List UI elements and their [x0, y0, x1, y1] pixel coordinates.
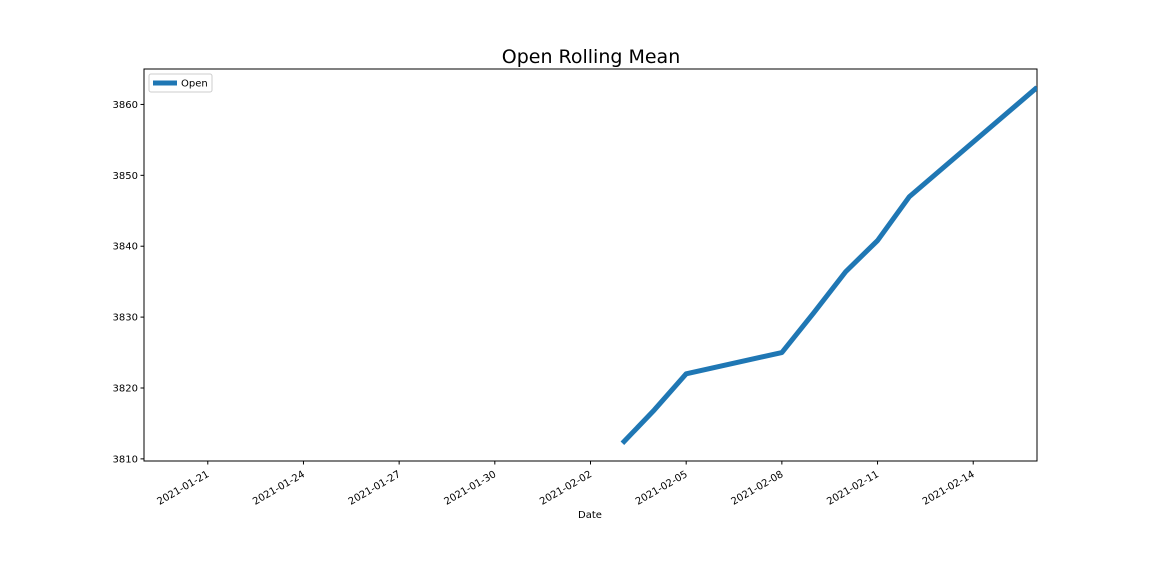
plot-area [143, 68, 1038, 462]
x-axis: 2021-01-21 2021-01-24 2021-01-27 2021-01-30… [155, 461, 977, 508]
x-tick-label: 2021-01-21 [155, 469, 211, 508]
x-axis-title: Date [578, 510, 602, 521]
y-tick-label: 3830 [113, 313, 138, 324]
x-tick-label: 2021-02-02 [538, 469, 594, 508]
y-tick-label: 3820 [113, 383, 138, 394]
x-tick-label: 2021-01-30 [442, 469, 498, 508]
legend-box [148, 73, 213, 93]
y-axis: 3810 3820 3830 3840 3850 3860 [113, 100, 144, 465]
y-tick-label: 3860 [113, 100, 138, 111]
x-tick-label: 2021-02-11 [825, 469, 881, 508]
legend-label-open: Open [181, 79, 208, 90]
y-tick-label: 3850 [113, 171, 138, 182]
x-tick-label: 2021-01-27 [347, 469, 403, 508]
series-line-open [620, 85, 1037, 446]
series-layer [620, 85, 1037, 446]
x-tick-label: 2021-02-05 [634, 469, 690, 508]
chart-title: Open Rolling Mean [502, 46, 681, 68]
x-tick-label: 2021-02-14 [921, 469, 977, 508]
y-tick-label: 3810 [113, 454, 138, 465]
legend: Open [148, 73, 213, 93]
x-tick-label: 2021-02-08 [730, 469, 786, 508]
x-tick-label: 2021-01-24 [251, 469, 307, 508]
y-tick-label: 3840 [113, 242, 138, 253]
